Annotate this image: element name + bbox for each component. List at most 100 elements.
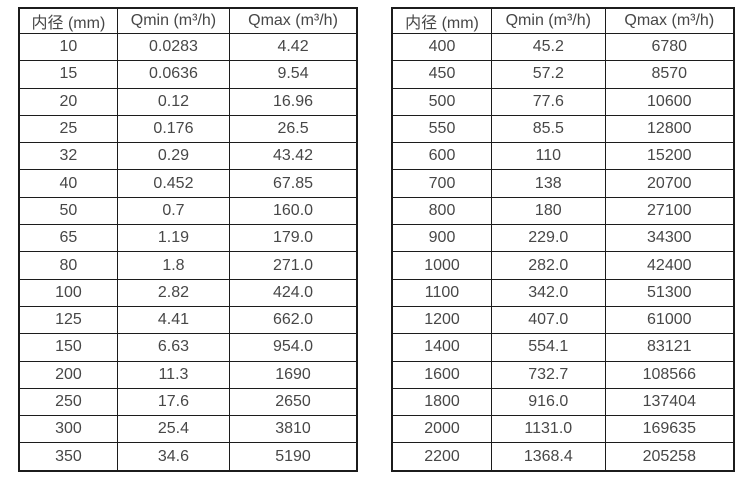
table-cell: 9.54	[229, 60, 358, 89]
column-header: 内径 (mm)	[391, 7, 493, 34]
table-cell: 342.0	[491, 278, 606, 307]
column-header: 内径 (mm)	[18, 7, 118, 34]
table-row: 80 1.8 271.0	[18, 251, 358, 280]
table-cell: 554.1	[491, 333, 606, 362]
table-row: 1600 732.7 108566	[391, 360, 735, 389]
table-cell: 300	[18, 415, 118, 444]
table-row: 1400 554.1 83121	[391, 333, 735, 362]
table-row: 25 0.176 26.5	[18, 114, 358, 144]
table-cell: 271.0	[229, 251, 358, 280]
table-cell: 0.0636	[116, 60, 231, 89]
table-row: 700 138 20700	[391, 169, 735, 198]
table-cell: 77.6	[491, 87, 606, 116]
table-row: 550 85.5 12800	[391, 114, 735, 144]
table-row: 100 2.82 424.0	[18, 278, 358, 307]
table-cell: 15	[18, 60, 118, 89]
table-cell: 108566	[604, 360, 735, 389]
table-row: 15 0.0636 9.54	[18, 60, 358, 89]
table-row: 900 229.0 34300	[391, 224, 735, 253]
table-cell: 450	[391, 60, 493, 89]
table-cell: 42400	[604, 251, 735, 280]
table-cell: 1368.4	[491, 442, 606, 472]
table-cell: 27100	[604, 196, 735, 226]
table-row: 400 45.2 6780	[391, 32, 735, 62]
table-cell: 1100	[391, 278, 493, 307]
table-cell: 83121	[604, 333, 735, 362]
table-cell: 138	[491, 169, 606, 198]
table-cell: 350	[18, 442, 118, 472]
header-row: 内径 (mm) Qmin (m³/h) Qmax (m³/h)	[18, 7, 358, 34]
table-cell: 900	[391, 224, 493, 253]
table-row: 1200 407.0 61000	[391, 305, 735, 335]
table-row: 200 11.3 1690	[18, 360, 358, 389]
table-cell: 954.0	[229, 333, 358, 362]
table-cell: 50	[18, 196, 118, 226]
table-cell: 400	[391, 32, 493, 62]
table-cell: 85.5	[491, 114, 606, 144]
table-cell: 32	[18, 142, 118, 171]
table-cell: 662.0	[229, 305, 358, 335]
table-cell: 407.0	[491, 305, 606, 335]
table-cell: 250	[18, 387, 118, 417]
table-row: 1100 342.0 51300	[391, 278, 735, 307]
table-cell: 180	[491, 196, 606, 226]
column-header: Qmax (m³/h)	[229, 7, 358, 34]
table-cell: 1.19	[116, 224, 231, 253]
table-row: 500 77.6 10600	[391, 87, 735, 116]
table-cell: 282.0	[491, 251, 606, 280]
table-cell: 51300	[604, 278, 735, 307]
table-row: 150 6.63 954.0	[18, 333, 358, 362]
table-cell: 2.82	[116, 278, 231, 307]
table-cell: 125	[18, 305, 118, 335]
table-cell: 100	[18, 278, 118, 307]
table-cell: 80	[18, 251, 118, 280]
table-cell: 40	[18, 169, 118, 198]
table-cell: 229.0	[491, 224, 606, 253]
table-cell: 1690	[229, 360, 358, 389]
table-cell: 424.0	[229, 278, 358, 307]
table-cell: 500	[391, 87, 493, 116]
table-cell: 550	[391, 114, 493, 144]
table-row: 450 57.2 8570	[391, 60, 735, 89]
table-cell: 16.96	[229, 87, 358, 116]
table-row: 800 180 27100	[391, 196, 735, 226]
table-row: 50 0.7 160.0	[18, 196, 358, 226]
table-cell: 8570	[604, 60, 735, 89]
table-cell: 732.7	[491, 360, 606, 389]
table-cell: 916.0	[491, 387, 606, 417]
table-cell: 57.2	[491, 60, 606, 89]
table-row: 2000 1131.0 169635	[391, 415, 735, 444]
table-cell: 150	[18, 333, 118, 362]
table-row: 40 0.452 67.85	[18, 169, 358, 198]
table-row: 125 4.41 662.0	[18, 305, 358, 335]
table-row: 300 25.4 3810	[18, 415, 358, 444]
table-cell: 20	[18, 87, 118, 116]
table-cell: 2200	[391, 442, 493, 472]
table-cell: 0.176	[116, 114, 231, 144]
table-cell: 137404	[604, 387, 735, 417]
table-cell: 1200	[391, 305, 493, 335]
table-cell: 10600	[604, 87, 735, 116]
column-header: Qmin (m³/h)	[491, 7, 606, 34]
table-cell: 110	[491, 142, 606, 171]
table-row: 600 110 15200	[391, 142, 735, 171]
table-cell: 25	[18, 114, 118, 144]
flow-range-table-small-diameters: 内径 (mm) Qmin (m³/h) Qmax (m³/h) 10 0.0283 4.4…	[18, 7, 358, 472]
table-cell: 1000	[391, 251, 493, 280]
table-cell: 67.85	[229, 169, 358, 198]
table-cell: 160.0	[229, 196, 358, 226]
table-row: 350 34.6 5190	[18, 442, 358, 472]
table-row: 1800 916.0 137404	[391, 387, 735, 417]
table-cell: 0.12	[116, 87, 231, 116]
header-row: 内径 (mm) Qmin (m³/h) Qmax (m³/h)	[391, 7, 735, 34]
table-cell: 0.0283	[116, 32, 231, 62]
table-row: 65 1.19 179.0	[18, 224, 358, 253]
table-cell: 6780	[604, 32, 735, 62]
table-cell: 3810	[229, 415, 358, 444]
table-cell: 1131.0	[491, 415, 606, 444]
table-cell: 15200	[604, 142, 735, 171]
table-row: 32 0.29 43.42	[18, 142, 358, 171]
column-header: Qmin (m³/h)	[116, 7, 231, 34]
table-row: 20 0.12 16.96	[18, 87, 358, 116]
